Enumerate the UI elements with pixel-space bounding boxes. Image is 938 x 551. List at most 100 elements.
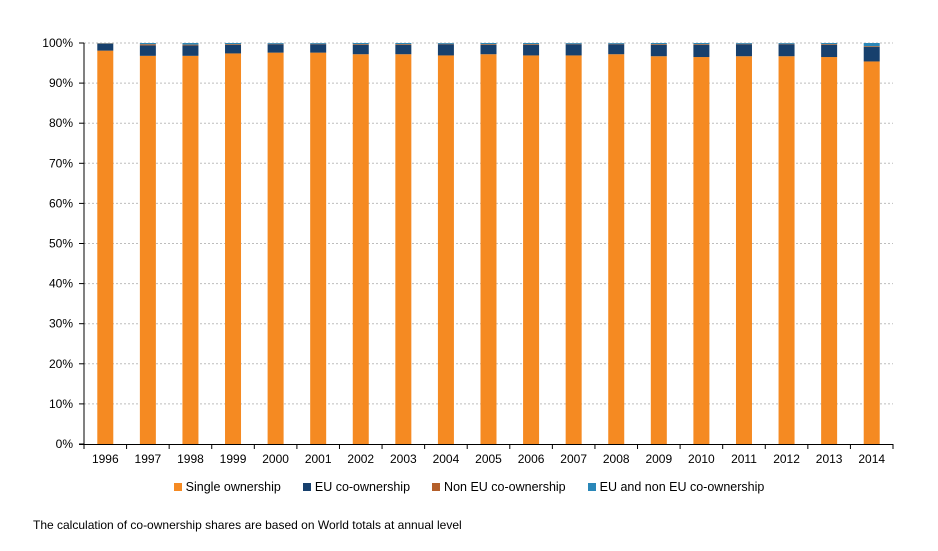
y-tick-label: 100%	[42, 36, 73, 50]
bar-segment	[182, 55, 199, 444]
bar-segment	[395, 43, 412, 45]
bar-segment	[480, 45, 497, 55]
bar-segment	[139, 43, 156, 45]
bar-segment	[863, 43, 880, 47]
bar-segment	[395, 54, 412, 445]
y-tick-label: 80%	[49, 116, 73, 130]
x-tick-label: 2014	[858, 452, 885, 466]
bar-segment	[650, 44, 667, 46]
bar-segment	[821, 45, 838, 58]
bar-segment	[523, 45, 540, 56]
bar-segment	[225, 44, 242, 46]
legend-swatch	[173, 483, 182, 491]
bar-segment	[97, 50, 114, 445]
legend-item: EU co-ownership	[302, 477, 411, 497]
bar-segment	[693, 44, 710, 46]
bar-segment	[735, 43, 752, 44]
bar-segment	[565, 43, 582, 44]
bar-segment	[225, 45, 242, 54]
bar-segment	[735, 44, 752, 57]
bar-segment	[182, 45, 199, 56]
bar-segment	[139, 55, 156, 444]
bar-segment	[565, 55, 582, 444]
legend-label: Single ownership	[185, 480, 281, 494]
y-tick-label: 10%	[49, 397, 73, 411]
legend: Single ownership EU co-ownership Non EU co…	[0, 477, 938, 497]
y-tick-label: 0%	[56, 437, 74, 451]
legend-label: EU co-ownership	[314, 480, 411, 494]
legend-label: EU and non EU co-ownership	[599, 480, 765, 494]
bar-segment	[139, 45, 156, 56]
bar-segment	[608, 43, 625, 44]
x-tick-label: 2011	[731, 452, 757, 466]
bar-segment	[437, 43, 454, 44]
x-tick-labels: 1996 1997 1998 1999 2000 2001 2002 2003 2004 2005…	[92, 452, 885, 466]
bar-segment	[693, 57, 710, 444]
bar-segment	[352, 44, 369, 46]
bar-segment	[225, 53, 242, 445]
bar-segment	[97, 43, 114, 51]
bar-segment	[821, 57, 838, 444]
bar-segment	[778, 56, 795, 444]
bar-segment	[437, 55, 454, 444]
bar-segment	[267, 43, 284, 44]
bar-segment	[863, 47, 880, 62]
bar-segment	[352, 45, 369, 55]
bar-segment	[650, 43, 667, 45]
stacked-bar-chart: 0%10%20%30%40%50%60%70%80%90%100% 1996 19…	[42, 36, 894, 466]
x-tick-label: 1998	[177, 452, 204, 466]
y-tick-label: 30%	[49, 317, 73, 331]
bar-segment	[395, 45, 412, 55]
bar-segment	[310, 52, 327, 445]
bar-segment	[480, 43, 497, 45]
bar-segment	[863, 46, 880, 48]
x-tick-label: 1997	[135, 452, 162, 466]
bar-segment	[565, 44, 582, 56]
bar-segment	[182, 43, 199, 45]
bar-segment	[608, 54, 625, 445]
bar-segment	[778, 43, 795, 44]
x-tick-label: 2008	[603, 452, 630, 466]
bar-segment	[523, 44, 540, 46]
bar-segment	[395, 44, 412, 46]
y-tick-label: 50%	[49, 237, 73, 251]
bar-segment	[225, 43, 242, 45]
legend-swatch	[302, 483, 311, 491]
legend-label: Non EU co-ownership	[444, 480, 566, 494]
bar-segment	[650, 45, 667, 57]
legend-item: Non EU co-ownership	[432, 477, 566, 497]
y-tick-label: 70%	[49, 156, 73, 170]
bar-segment	[352, 54, 369, 445]
bar-segment	[650, 56, 667, 444]
bar-segment	[310, 43, 327, 44]
bar-segment	[693, 43, 710, 45]
bar-segment	[267, 44, 284, 53]
y-tick-label: 60%	[49, 196, 73, 210]
x-tick-label: 2010	[688, 452, 715, 466]
x-tick-label: 2000	[262, 452, 289, 466]
x-tick-label: 2002	[347, 452, 374, 466]
x-tick-label: 1999	[220, 452, 247, 466]
y-tick-label: 20%	[49, 357, 73, 371]
x-tick-label: 2004	[433, 452, 460, 466]
x-tick-label: 2001	[305, 452, 332, 466]
bar-segment	[693, 45, 710, 58]
y-tick-labels: 0% 10% 20% 30% 40% 50% 60% 70% 80% 90% 100%	[42, 36, 73, 451]
bar-segment	[863, 61, 880, 445]
x-tick-label: 2012	[773, 452, 800, 466]
x-tick-label: 2009	[645, 452, 672, 466]
bar-segment	[310, 44, 327, 53]
bar-segment	[523, 55, 540, 444]
y-tick-label: 40%	[49, 277, 73, 291]
legend-item: Single ownership	[173, 477, 281, 497]
bar-segment	[778, 44, 795, 57]
x-tick-label: 2003	[390, 452, 417, 466]
x-tick-label: 2013	[816, 452, 843, 466]
legend-swatch	[432, 483, 441, 491]
bar-segment	[821, 43, 838, 45]
bar-segment	[352, 43, 369, 45]
y-tick-label: 90%	[49, 76, 73, 90]
axes	[79, 42, 894, 449]
legend-swatch	[587, 483, 596, 491]
legend-item: EU and non EU co-ownership	[587, 477, 765, 497]
